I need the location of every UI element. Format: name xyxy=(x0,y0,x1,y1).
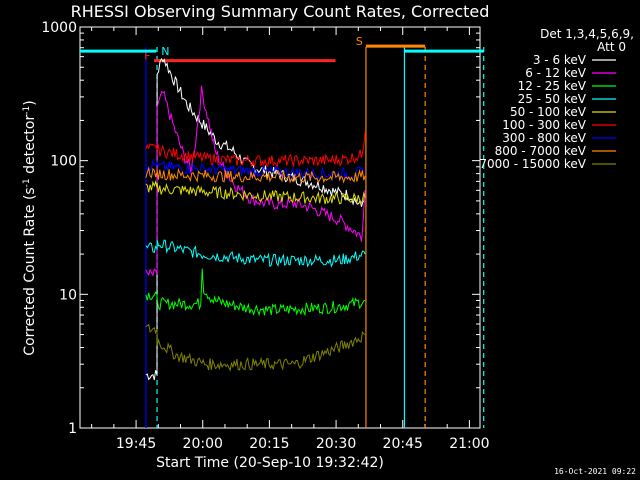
x-tick-label: 20:15 xyxy=(249,436,289,452)
plot-area xyxy=(79,26,481,429)
y-tick-label: 10 xyxy=(59,287,77,303)
series-line xyxy=(145,166,366,184)
y-axis-title-end: ) xyxy=(22,100,38,105)
series-line xyxy=(145,57,366,381)
flag-label: F xyxy=(144,50,150,63)
x-tick-label: 20:30 xyxy=(316,436,356,452)
flag-label: N xyxy=(161,45,169,58)
legend-label: 25 - 50 keV xyxy=(518,92,587,106)
legend-header-detectors: Det 1,3,4,5,6,9, xyxy=(540,27,634,41)
series-line xyxy=(145,131,366,169)
series-line xyxy=(145,180,366,205)
legend-label: 7000 - 15000 keV xyxy=(479,157,586,171)
x-tick-label: 19:45 xyxy=(116,436,156,452)
legend-label: 800 - 7000 keV xyxy=(495,144,587,158)
y-axis-title-sup2: -1 xyxy=(22,106,32,115)
x-tick-label: 20:45 xyxy=(383,436,423,452)
legend-label: 100 - 300 keV xyxy=(502,118,586,132)
legend-header-attenuator: Att 0 xyxy=(597,40,626,54)
y-axis: 1 10 100 1000 xyxy=(41,20,480,437)
y-axis-title: Corrected Count Rate (s-1 detector-1) xyxy=(22,100,38,355)
y-axis-title-main: Corrected Count Rate (s xyxy=(22,187,38,355)
legend-label: 12 - 25 keV xyxy=(518,79,587,93)
y-tick-label: 1 xyxy=(68,421,77,437)
flag-label: S xyxy=(356,35,363,48)
legend-label: 300 - 800 keV xyxy=(502,131,586,145)
plot-border xyxy=(79,26,481,429)
timestamp: 16-Oct-2021 09:22 xyxy=(554,467,636,476)
y-tick-label: 100 xyxy=(50,154,77,170)
flag-bars: F N S xyxy=(80,35,484,63)
series-line xyxy=(145,323,366,372)
attenuator-markers xyxy=(145,47,485,428)
y-tick-label: 1000 xyxy=(41,20,77,36)
series-line xyxy=(145,85,366,277)
x-tick-label: 21:00 xyxy=(449,436,489,452)
y-axis-title-mid: detector xyxy=(22,115,38,179)
series-lines xyxy=(145,57,366,381)
x-tick-label: 20:00 xyxy=(183,436,223,452)
y-axis-title-sup1: -1 xyxy=(22,178,32,187)
x-axis-title: Start Time (20-Sep-10 19:32:42) xyxy=(156,455,384,471)
chart-title: RHESSI Observing Summary Count Rates, Co… xyxy=(71,2,490,21)
legend-label: 50 - 100 keV xyxy=(510,105,587,119)
series-line xyxy=(145,268,366,317)
series-line xyxy=(145,239,366,268)
legend-label: 3 - 6 keV xyxy=(533,53,587,67)
x-axis: 19:45 20:00 20:15 20:30 20:45 21:00 xyxy=(91,27,490,452)
legend-label: 6 - 12 keV xyxy=(525,66,587,80)
